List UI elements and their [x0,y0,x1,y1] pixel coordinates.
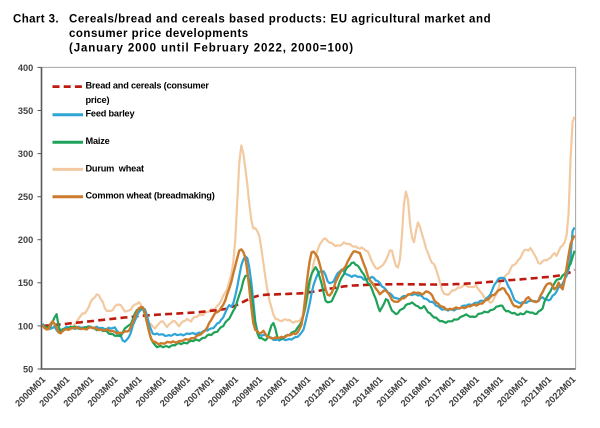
svg-text:150: 150 [18,278,33,288]
svg-text:50: 50 [23,364,33,374]
svg-text:consumer price developments: consumer price developments [69,28,249,40]
svg-text:(January 2000 until February 2: (January 2000 until February 2022, 2000=… [69,43,354,55]
svg-text:350: 350 [18,106,33,116]
svg-text:100: 100 [18,321,33,331]
svg-text:Chart 3.: Chart 3. [13,14,59,26]
svg-text:200: 200 [18,235,33,245]
svg-text:price): price) [86,95,110,105]
svg-text:300: 300 [18,149,33,159]
svg-text:250: 250 [18,192,33,202]
svg-text:Cereals/bread and cereals base: Cereals/bread and cereals based products… [69,14,491,26]
svg-text:Durum wheat: Durum wheat [86,163,144,173]
svg-text:400: 400 [18,63,33,73]
svg-text:Maize: Maize [86,136,110,146]
svg-text:Common wheat (breadmaking): Common wheat (breadmaking) [86,191,215,201]
svg-text:Feed barley: Feed barley [86,109,136,119]
svg-text:Bread and cereals (consumer: Bread and cereals (consumer [86,81,210,91]
